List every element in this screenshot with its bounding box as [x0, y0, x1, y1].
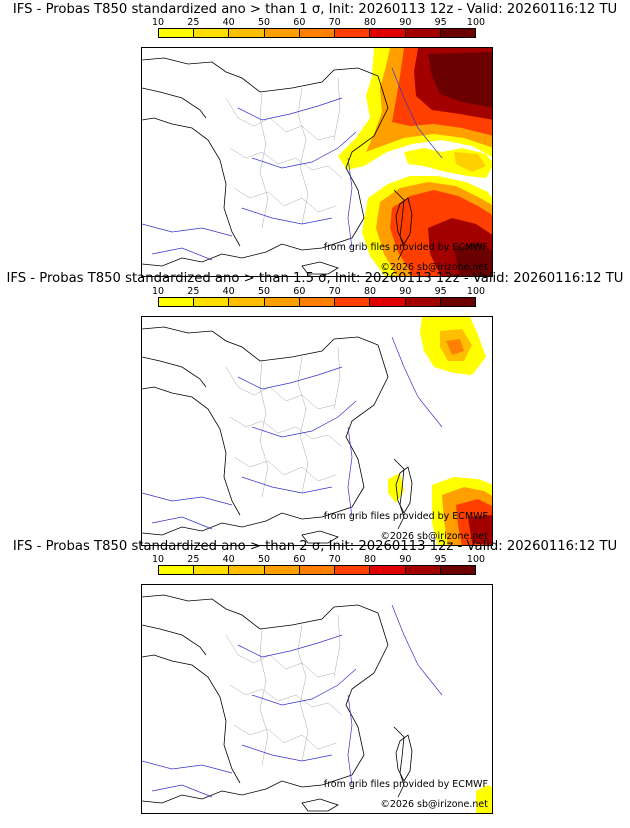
- colorbar-tick-labels: 10 25 40 50 60 70 80 90 95 100: [152, 17, 485, 29]
- credit-author: ©2026 sb@irizone.net: [380, 799, 488, 810]
- colorbar-tick-label: 50: [257, 17, 271, 28]
- colorbar-swatch: [229, 566, 265, 574]
- country-borders: [142, 594, 405, 812]
- colorbar-swatch: [229, 29, 265, 37]
- colorbar-swatch: [159, 298, 195, 306]
- rivers: [142, 67, 443, 261]
- admin-borders: [225, 346, 343, 498]
- colorbar-swatch: [159, 29, 195, 37]
- colorbar-swatch: [299, 298, 336, 306]
- corsica: [395, 466, 413, 514]
- colorbar-tick-label: 60: [293, 17, 306, 28]
- colorbar-swatch: [264, 29, 300, 37]
- admin-borders: [225, 614, 343, 766]
- colorbar-tick-label: 25: [187, 17, 200, 28]
- colorbar-tick-label: 10: [151, 554, 165, 565]
- probability-fill: [476, 785, 492, 813]
- colorbar-tick-label: 60: [293, 554, 306, 565]
- panel-title: IFS - Probas T850 standardized ano > tha…: [6, 271, 624, 286]
- colorbar-tick-labels: 10 25 40 50 60 70 80 90 95 100: [152, 286, 485, 298]
- colorbar-swatch: [194, 566, 230, 574]
- colorbar-swatch: [370, 29, 406, 37]
- colorbar: [158, 28, 476, 38]
- colorbar-tick-label: 40: [222, 286, 235, 297]
- colorbar-swatch: [335, 298, 371, 306]
- colorbar-tick-label: 100: [466, 554, 486, 565]
- colorbar-swatch: [264, 298, 300, 306]
- colorbar-tick-label: 80: [363, 17, 377, 28]
- colorbar-tick-label: 95: [434, 17, 447, 28]
- colorbar-swatch: [440, 298, 475, 306]
- colorbar-tick-labels: 10 25 40 50 60 70 80 90 95 100: [152, 554, 485, 566]
- probability-map: from grib files provided by ECMWF ©2026 …: [141, 316, 493, 546]
- colorbar-tick-label: 10: [151, 286, 165, 297]
- admin-borders: [225, 77, 343, 229]
- country-borders: [142, 326, 405, 544]
- probability-map: from grib files provided by ECMWF ©2026 …: [141, 584, 493, 814]
- colorbar-swatch: [299, 566, 336, 574]
- colorbar-swatch: [335, 566, 371, 574]
- colorbar-tick-label: 95: [434, 554, 447, 565]
- rivers: [142, 604, 443, 798]
- credit-source: from grib files provided by ECMWF: [323, 242, 488, 253]
- colorbar-swatch: [335, 29, 371, 37]
- colorbar-tick-label: 90: [399, 286, 412, 297]
- colorbar-tick-label: 100: [466, 17, 486, 28]
- colorbar-swatch: [440, 566, 475, 574]
- colorbar-tick-label: 10: [151, 17, 165, 28]
- rivers: [142, 336, 443, 530]
- colorbar-tick-label: 70: [328, 17, 341, 28]
- colorbar-tick-label: 40: [222, 17, 235, 28]
- panel-1-sigma: IFS - Probas T850 standardized ano > tha…: [0, 0, 630, 277]
- colorbar-swatch: [405, 29, 441, 37]
- colorbar-swatch: [194, 298, 230, 306]
- map-canvas: [142, 594, 492, 813]
- colorbar-tick-label: 40: [222, 554, 235, 565]
- corsica: [395, 734, 413, 782]
- colorbar-tick-label: 60: [293, 286, 306, 297]
- colorbar-swatch: [159, 566, 195, 574]
- colorbar-tick-label: 100: [466, 286, 486, 297]
- colorbar-tick-label: 50: [257, 554, 271, 565]
- probability-fill: [388, 317, 492, 545]
- colorbar-swatch: [405, 298, 441, 306]
- colorbar-swatch: [299, 29, 336, 37]
- colorbar-swatch: [229, 298, 265, 306]
- probability-fill: [338, 48, 492, 276]
- country-borders: [142, 57, 405, 275]
- colorbar-tick-label: 70: [328, 554, 341, 565]
- map-canvas: [142, 48, 492, 276]
- credit-source: from grib files provided by ECMWF: [323, 511, 488, 522]
- colorbar-tick-label: 95: [434, 286, 447, 297]
- colorbar-swatch: [264, 566, 300, 574]
- colorbar-tick-label: 90: [399, 17, 412, 28]
- colorbar-swatch: [440, 29, 475, 37]
- panel-title: IFS - Probas T850 standardized ano > tha…: [12, 2, 618, 17]
- colorbar: [158, 565, 476, 575]
- colorbar-swatch: [405, 566, 441, 574]
- probability-map: from grib files provided by ECMWF ©2026 …: [141, 47, 493, 277]
- panel-2-sigma: IFS - Probas T850 standardized ano > tha…: [0, 537, 630, 814]
- colorbar-tick-label: 70: [328, 286, 341, 297]
- credit-author: ©2026 sb@irizone.net: [380, 262, 488, 273]
- credit-source: from grib files provided by ECMWF: [323, 779, 488, 790]
- credit-author: ©2026 sb@irizone.net: [380, 531, 488, 542]
- colorbar-swatch: [370, 566, 406, 574]
- colorbar-tick-label: 80: [363, 286, 377, 297]
- colorbar-swatch: [194, 29, 230, 37]
- colorbar-tick-label: 25: [187, 286, 200, 297]
- colorbar-tick-label: 50: [257, 286, 271, 297]
- colorbar-tick-label: 25: [187, 554, 200, 565]
- panel-title: IFS - Probas T850 standardized ano > tha…: [12, 539, 618, 554]
- map-canvas: [142, 317, 492, 545]
- colorbar-tick-label: 90: [399, 554, 412, 565]
- colorbar: [158, 297, 476, 307]
- colorbar-swatch: [370, 298, 406, 306]
- corsica: [395, 197, 413, 245]
- colorbar-tick-label: 80: [363, 554, 377, 565]
- panel-1-5-sigma: IFS - Probas T850 standardized ano > tha…: [0, 269, 630, 546]
